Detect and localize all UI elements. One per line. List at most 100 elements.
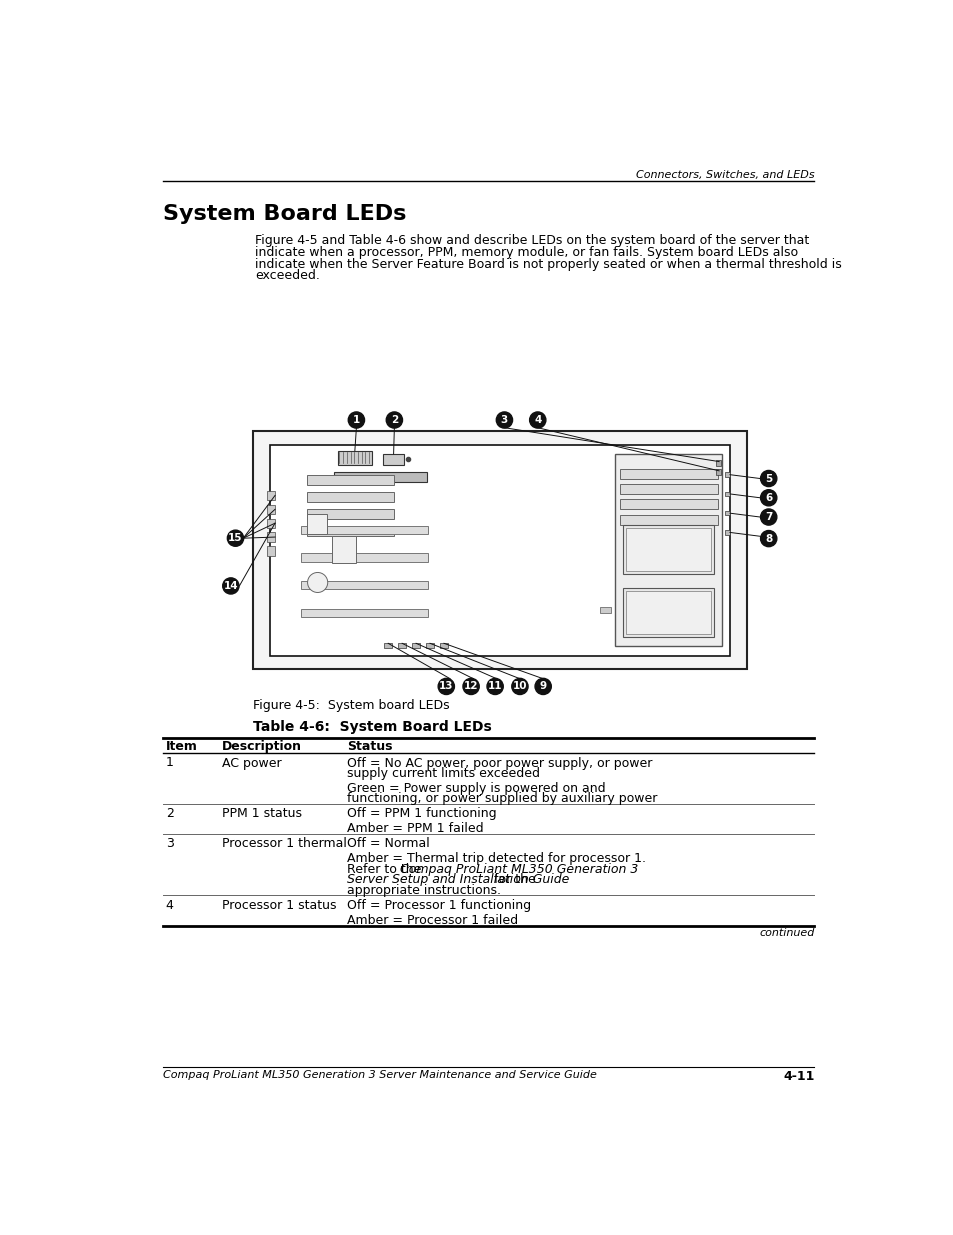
Text: 1: 1 <box>166 757 173 769</box>
Text: AC power: AC power <box>221 757 281 769</box>
Bar <box>723 472 729 477</box>
Bar <box>253 431 746 669</box>
Text: Amber = PPM 1 failed: Amber = PPM 1 failed <box>347 823 483 835</box>
Circle shape <box>760 471 776 487</box>
Bar <box>397 643 406 648</box>
Text: Figure 4-5:  System board LEDs: Figure 4-5: System board LEDs <box>253 699 449 711</box>
Text: Off = Normal: Off = Normal <box>347 837 430 851</box>
Text: exceeded.: exceeded. <box>254 269 319 282</box>
Text: 9: 9 <box>539 682 546 692</box>
Text: 12: 12 <box>463 682 477 692</box>
Bar <box>300 609 428 618</box>
Text: Server Setup and Installation Guide: Server Setup and Installation Guide <box>347 873 569 887</box>
Bar <box>300 553 428 562</box>
Text: 11: 11 <box>487 682 502 692</box>
Circle shape <box>486 678 503 694</box>
Circle shape <box>535 678 551 694</box>
Bar <box>382 454 404 464</box>
Text: supply current limits exceeded: supply current limits exceeded <box>347 767 539 779</box>
Bar <box>267 546 274 556</box>
Bar <box>625 592 711 634</box>
Bar <box>439 643 447 648</box>
Bar <box>384 643 392 648</box>
Text: System Board LEDs: System Board LEDs <box>163 204 406 224</box>
Bar <box>622 525 714 574</box>
Bar <box>723 530 729 535</box>
Text: indicate when the Server Feature Board is not properly seated or when a thermal : indicate when the Server Feature Board i… <box>254 258 841 270</box>
Text: Description: Description <box>221 740 301 752</box>
Text: Connectors, Switches, and LEDs: Connectors, Switches, and LEDs <box>635 169 814 180</box>
Text: 10: 10 <box>512 682 527 692</box>
Circle shape <box>462 678 478 694</box>
Text: continued: continued <box>759 927 814 937</box>
Bar <box>426 643 434 648</box>
Bar <box>300 526 428 534</box>
Text: Status: Status <box>347 740 393 752</box>
Text: PPM 1 status: PPM 1 status <box>221 808 301 820</box>
Bar <box>619 484 717 494</box>
Text: 2: 2 <box>391 415 397 425</box>
Bar <box>270 445 729 656</box>
Text: functioning, or power supplied by auxiliary power: functioning, or power supplied by auxili… <box>347 793 657 805</box>
Bar <box>619 468 717 478</box>
Circle shape <box>437 678 454 694</box>
Text: Compaq ProLiant ML350 Generation 3: Compaq ProLiant ML350 Generation 3 <box>399 863 638 876</box>
Circle shape <box>511 678 528 694</box>
Bar <box>267 519 274 527</box>
Bar <box>267 505 274 514</box>
Text: 8: 8 <box>764 534 772 543</box>
Bar <box>625 527 711 571</box>
Text: Amber = Thermal trip detected for processor 1.: Amber = Thermal trip detected for proces… <box>347 852 645 866</box>
Bar <box>619 515 717 525</box>
Circle shape <box>760 509 776 525</box>
Text: 3: 3 <box>500 415 508 425</box>
Text: Refer to the: Refer to the <box>347 863 425 876</box>
Bar <box>307 514 327 534</box>
Bar <box>599 608 611 614</box>
Bar <box>267 490 274 500</box>
Circle shape <box>529 412 545 429</box>
Text: 14: 14 <box>223 580 238 590</box>
Text: 2: 2 <box>166 808 173 820</box>
Bar <box>332 536 356 563</box>
Circle shape <box>307 573 328 593</box>
Text: Processor 1 thermal: Processor 1 thermal <box>221 837 346 851</box>
Text: 4: 4 <box>534 415 541 425</box>
Circle shape <box>222 578 239 594</box>
Text: Processor 1 status: Processor 1 status <box>221 899 335 911</box>
Text: 3: 3 <box>166 837 173 851</box>
Circle shape <box>760 531 776 547</box>
Bar <box>619 499 717 509</box>
Text: Figure 4-5 and Table 4-6 show and describe LEDs on the system board of the serve: Figure 4-5 and Table 4-6 show and descri… <box>254 235 808 247</box>
Text: 4: 4 <box>166 899 173 911</box>
Bar <box>307 509 394 519</box>
Bar <box>337 451 372 464</box>
Circle shape <box>496 412 512 429</box>
Bar <box>716 469 720 475</box>
Bar <box>307 474 394 484</box>
Circle shape <box>227 530 243 546</box>
Bar <box>622 588 714 637</box>
Text: Item: Item <box>166 740 197 752</box>
Bar <box>300 580 428 589</box>
Bar <box>723 492 729 496</box>
Text: 1: 1 <box>353 415 359 425</box>
Text: Off = PPM 1 functioning: Off = PPM 1 functioning <box>347 808 497 820</box>
Text: Green = Power supply is powered on and: Green = Power supply is powered on and <box>347 782 605 795</box>
Bar <box>334 472 427 482</box>
Text: Compaq ProLiant ML350 Generation 3 Server Maintenance and Service Guide: Compaq ProLiant ML350 Generation 3 Serve… <box>163 1070 597 1079</box>
Text: Table 4-6:  System Board LEDs: Table 4-6: System Board LEDs <box>253 720 491 734</box>
Text: 13: 13 <box>438 682 453 692</box>
Text: Off = No AC power, poor power supply, or power: Off = No AC power, poor power supply, or… <box>347 757 652 769</box>
Circle shape <box>348 412 364 429</box>
Text: 6: 6 <box>764 493 772 503</box>
Bar <box>716 461 720 466</box>
Circle shape <box>760 490 776 506</box>
Text: 15: 15 <box>228 534 242 543</box>
Bar <box>723 511 729 515</box>
Text: Amber = Processor 1 failed: Amber = Processor 1 failed <box>347 914 517 926</box>
Bar <box>412 643 419 648</box>
Bar <box>267 532 274 542</box>
Bar <box>307 492 394 501</box>
Bar <box>307 526 394 536</box>
